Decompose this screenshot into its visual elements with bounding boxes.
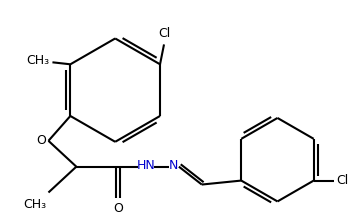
Text: Cl: Cl [337,174,349,187]
Text: HN: HN [137,159,155,172]
Text: Cl: Cl [158,28,170,41]
Text: O: O [37,134,47,147]
Text: O: O [113,202,123,215]
Text: CH₃: CH₃ [26,54,49,67]
Text: CH₃: CH₃ [23,198,47,211]
Text: N: N [169,159,179,172]
